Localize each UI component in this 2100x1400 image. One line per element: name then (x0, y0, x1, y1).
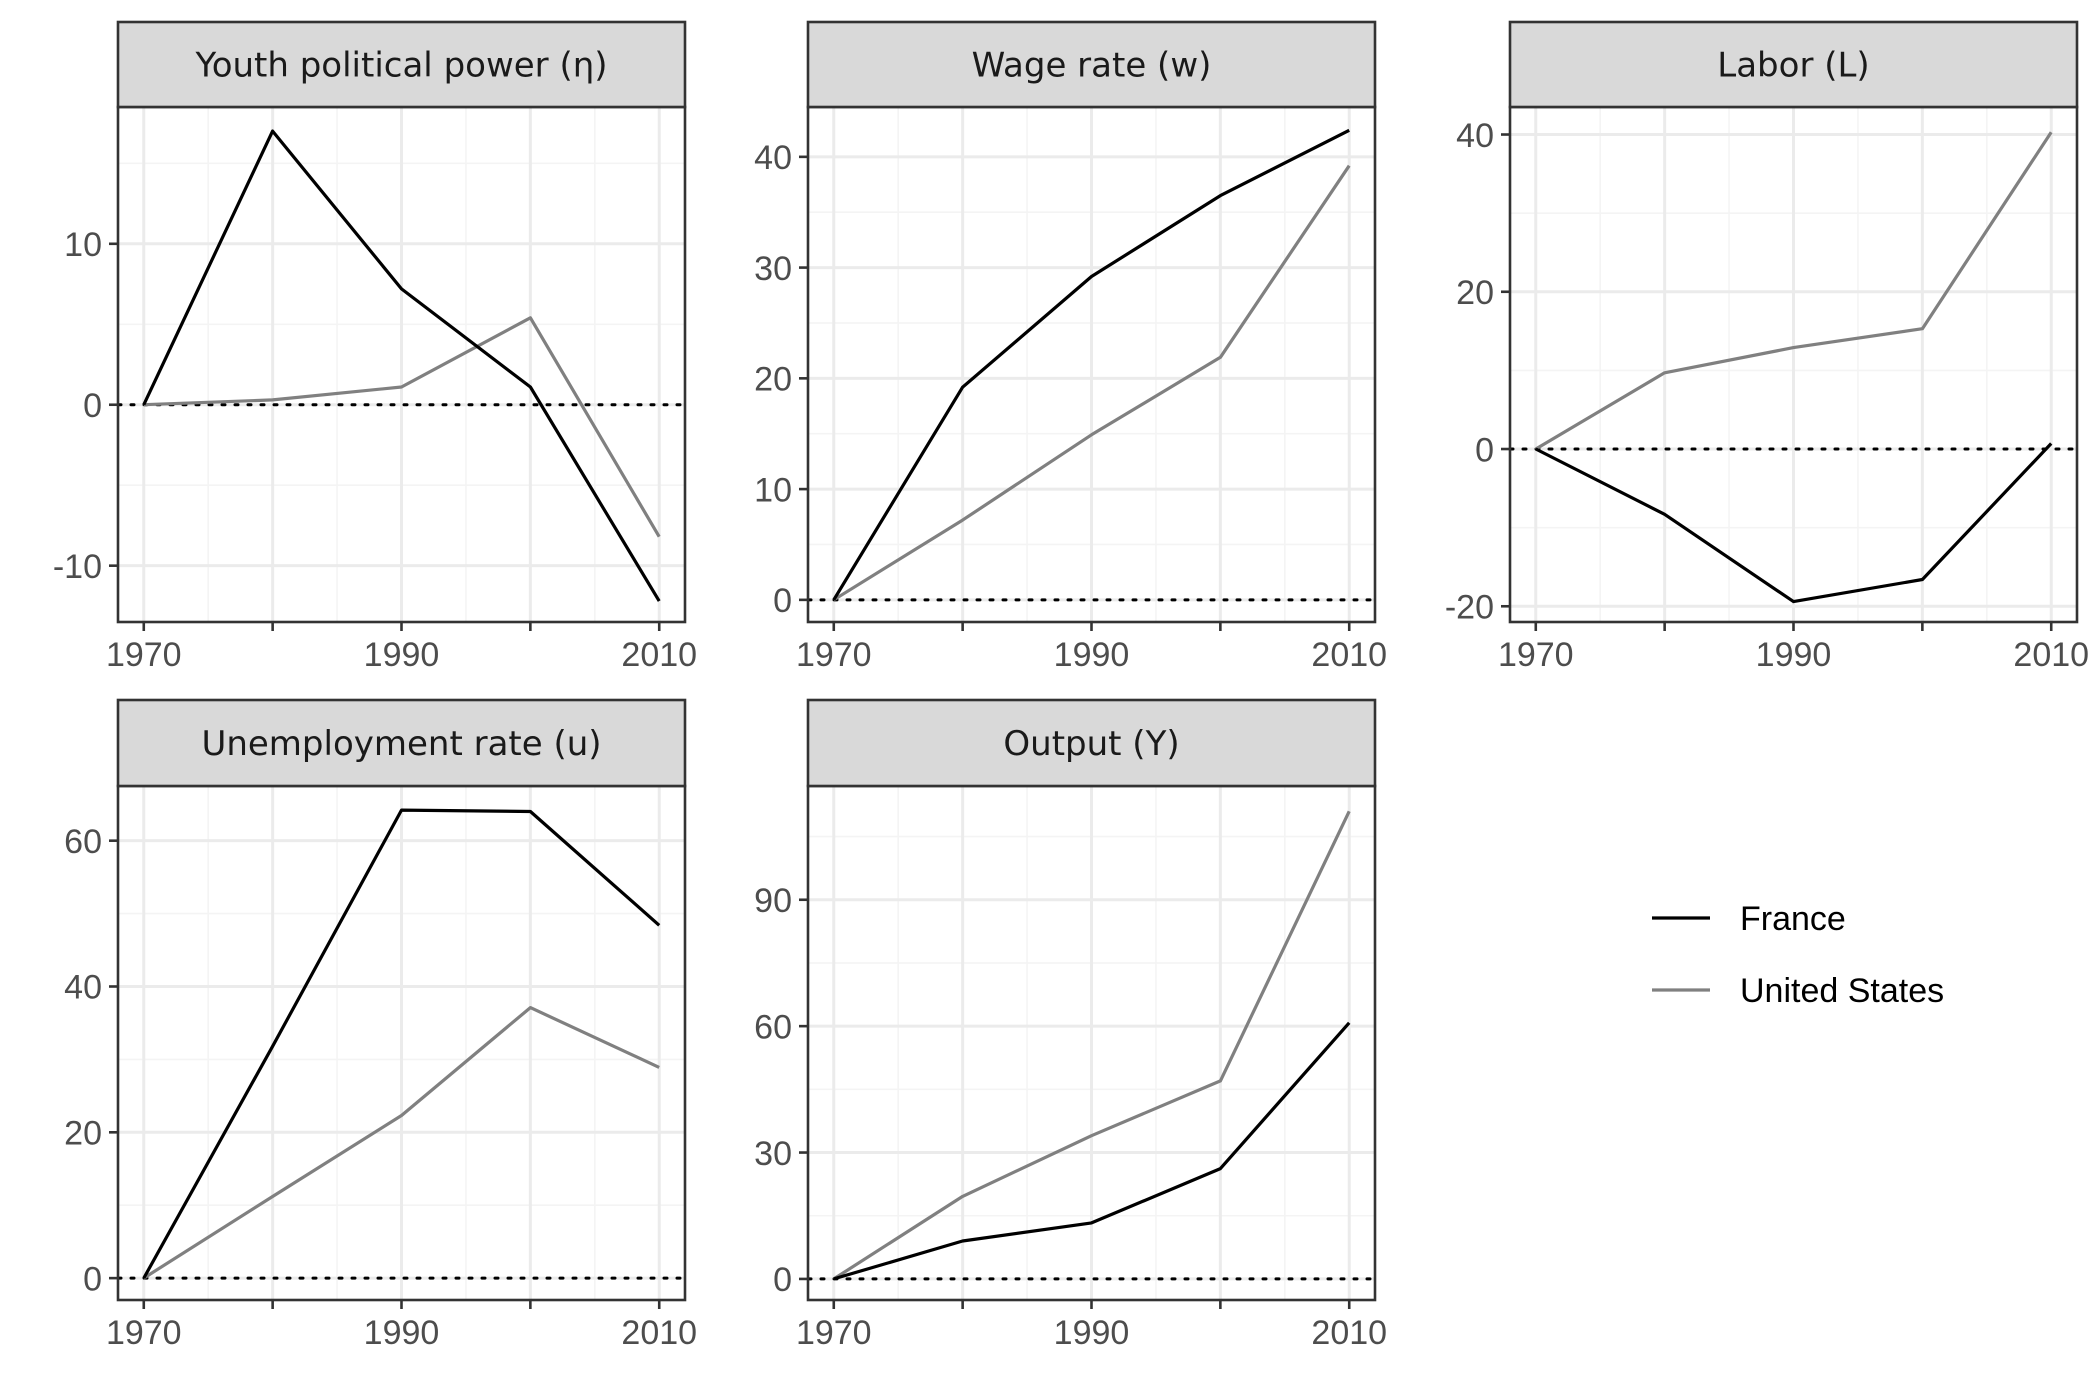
panel-unemployment-rate-y-tick-label: 60 (64, 823, 102, 861)
panel-labor-y-tick-label: 20 (1456, 274, 1494, 312)
panel-wage-rate-y-tick-label: 0 (773, 582, 792, 620)
panel-output-title: Output (Y) (1003, 724, 1179, 764)
panel-output-series-united-states (832, 810, 1351, 1281)
panel-youth-political-power-series-united-states (143, 316, 661, 538)
panel-wage-rate-x-tick-label: 2010 (1311, 636, 1387, 674)
panel-output-y-tick-label: 90 (754, 882, 792, 920)
panel-unemployment-rate-series-united-states (142, 1005, 660, 1280)
panel-youth-political-power-y-tick-label: 10 (64, 226, 102, 264)
panel-labor-y-tick-label: -20 (1445, 589, 1494, 627)
legend: France United States (1652, 900, 1944, 1010)
panel-unemployment-rate: Unemployment rate (u) 0 20 40 60 1970 1990 2010 (64, 698, 697, 1352)
panel-youth-political-power-x-tick-label: 2010 (621, 636, 697, 674)
panel-youth-political-power-strip (116, 20, 687, 109)
panel-wage-rate-y-tick-label: 10 (754, 471, 792, 509)
panel-wage-rate-x-tick-label: 1970 (796, 636, 872, 674)
panel-youth-political-power: Youth political power (η) -10 0 10 1970 1990 2… (53, 20, 697, 674)
facet-panels: Youth political power (η) -10 0 10 1970 1990 2… (53, 20, 2089, 1352)
panel-wage-rate-y-tick-label: 40 (754, 139, 792, 177)
panel-wage-rate-y-tick-label: 20 (754, 361, 792, 399)
panel-unemployment-rate-y-tick-label: 0 (83, 1260, 102, 1298)
legend-label-france: France (1740, 900, 1846, 938)
panel-unemployment-rate-x-tick-label: 1990 (364, 1314, 440, 1352)
panel-youth-political-power-series-france (142, 129, 661, 602)
panel-output-x-tick-label: 1990 (1054, 1314, 1130, 1352)
panel-labor-y-tick-label: 0 (1475, 431, 1494, 469)
panel-output-series-france (833, 1021, 1351, 1281)
panel-youth-political-power-y-tick-label: 0 (83, 387, 102, 425)
panel-output-y-tick-label: 0 (773, 1261, 792, 1299)
panel-output-y-tick-label: 30 (754, 1135, 792, 1173)
panel-wage-rate-title: Wage rate (w) (972, 46, 1212, 86)
panel-output-strip (806, 698, 1377, 788)
legend-item-united-states: United States (1652, 972, 1944, 1010)
panel-wage-rate-series-france (832, 128, 1350, 601)
panel-youth-political-power-x-tick-label: 1990 (364, 636, 440, 674)
legend-label-united-states: United States (1740, 972, 1944, 1010)
panel-youth-political-power-title: Youth political power (η) (194, 46, 607, 86)
panel-unemployment-rate-y-tick-label: 40 (64, 969, 102, 1007)
panel-output-y-tick-label: 60 (754, 1008, 792, 1046)
panel-unemployment-rate-x-tick-label: 2010 (621, 1314, 697, 1352)
panel-labor-y-tick-label: 40 (1456, 117, 1494, 155)
panel-unemployment-rate-series-france (142, 808, 661, 1279)
panel-unemployment-rate-strip (116, 698, 687, 788)
panel-labor-series-united-states (1534, 131, 2053, 451)
panel-youth-political-power-y-tick-label: -10 (53, 548, 102, 586)
panel-unemployment-rate-title: Unemployment rate (u) (201, 724, 601, 764)
panel-wage-rate-x-tick-label: 1990 (1054, 636, 1130, 674)
panel-wage-rate-strip (806, 20, 1377, 109)
panel-unemployment-rate-x-tick-label: 1970 (106, 1314, 182, 1352)
panel-labor-x-tick-label: 1990 (1756, 636, 1832, 674)
panel-wage-rate-series-united-states (832, 164, 1351, 602)
panel-labor: Labor (L) -20 0 20 40 1970 1990 2010 (1445, 20, 2089, 674)
panel-youth-political-power-x-tick-label: 1970 (106, 636, 182, 674)
panel-wage-rate: Wage rate (w) 0 10 20 30 40 1970 1990 2010 (754, 20, 1387, 674)
panel-labor-strip (1508, 20, 2079, 109)
panel-labor-x-tick-label: 2010 (2013, 636, 2089, 674)
panel-output: Output (Y) 0 30 60 90 1970 1990 2010 (754, 698, 1387, 1352)
panel-labor-x-tick-label: 1970 (1498, 636, 1574, 674)
panel-output-x-tick-label: 2010 (1311, 1314, 1387, 1352)
panel-labor-title: Labor (L) (1717, 46, 1869, 86)
panel-labor-series-france (1535, 442, 2053, 604)
legend-item-france: France (1652, 900, 1846, 938)
panel-unemployment-rate-y-tick-label: 20 (64, 1115, 102, 1153)
panel-output-x-tick-label: 1970 (796, 1314, 872, 1352)
panel-wage-rate-y-tick-label: 30 (754, 250, 792, 288)
